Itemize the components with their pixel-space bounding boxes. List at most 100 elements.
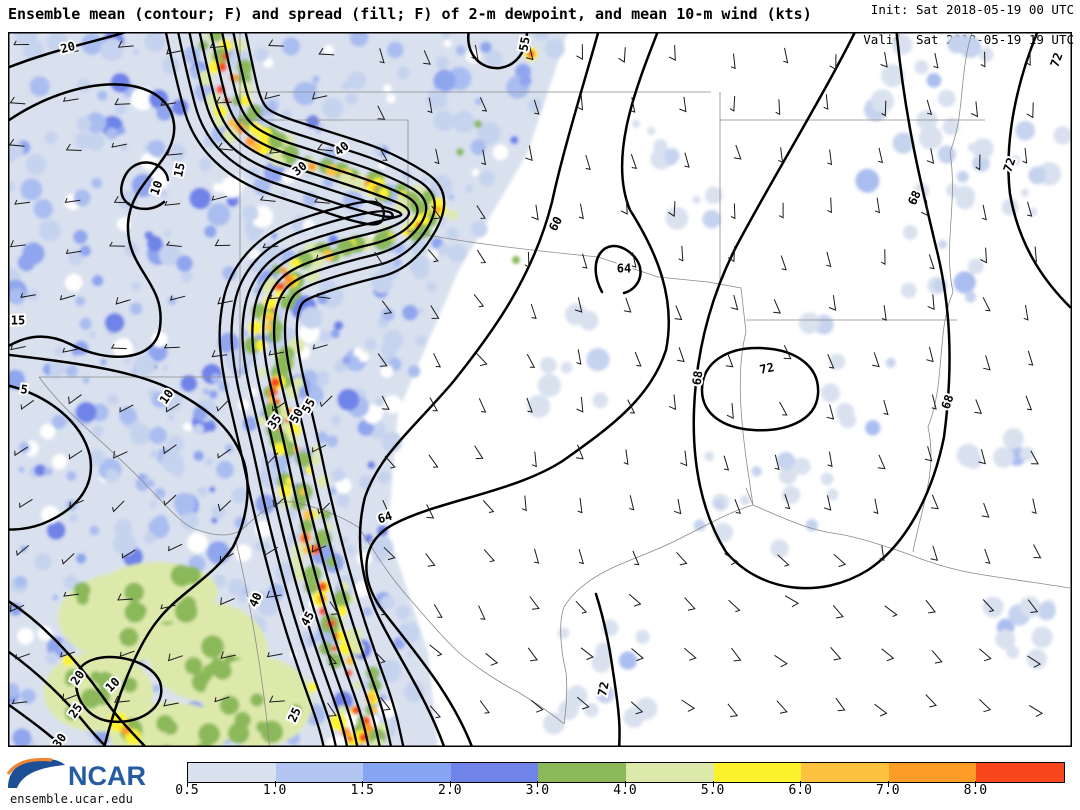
wind-barb (380, 697, 391, 711)
colorbar-segment (188, 763, 276, 782)
wind-barb (582, 253, 588, 269)
colorbar-segment (275, 763, 364, 782)
colorbar-tick-label: 0.5 (175, 783, 199, 798)
wind-barb (620, 198, 628, 215)
wind-barb (8, 138, 25, 147)
wind-barb (476, 249, 487, 264)
wind-barb (873, 498, 879, 515)
wind-barb (521, 495, 527, 512)
wind-barb (931, 494, 939, 510)
wind-barb (114, 98, 131, 106)
wind-barb (632, 550, 640, 566)
wind-barb (384, 455, 396, 469)
wind-barb (476, 205, 486, 219)
wind-barb (1026, 49, 1031, 66)
wind-barb (425, 553, 436, 567)
wind-barb (531, 204, 539, 221)
colorbar-segment (801, 763, 889, 782)
wind-barb (778, 202, 784, 219)
wind-barb (618, 47, 626, 63)
dryline-contour-bundle (164, 32, 446, 747)
wind-barb (832, 604, 844, 619)
wind-barb (827, 354, 835, 369)
wind-barb (628, 593, 642, 607)
wind-barb (872, 352, 880, 368)
wind-barb (167, 653, 183, 662)
wind-barb (268, 695, 285, 703)
contour-72-coast (594, 592, 621, 747)
wind-barb (423, 50, 431, 65)
map-container: 20 15 10 30 40 55 15 5 10 35 50 55 60 64 64 68 72 68 72 72 6… (8, 32, 1072, 747)
wind-barb (166, 403, 180, 413)
wind-barb (931, 394, 937, 410)
wind-barb (428, 454, 439, 468)
colorbar-tick-label: 8.0 (963, 783, 988, 798)
geography-borders-layer (38, 32, 1071, 747)
colorbar-tick (887, 781, 889, 787)
wind-barb (163, 699, 179, 707)
wind-barb (14, 199, 31, 205)
wind-barb (684, 597, 696, 611)
contour-60 (358, 32, 600, 747)
wind-barb (111, 500, 125, 513)
wind-barb (379, 48, 385, 64)
dryline-contour (198, 32, 411, 747)
wind-barb (726, 403, 734, 420)
wind-barb (62, 96, 79, 102)
wind-barb (119, 404, 134, 413)
wind-barb (110, 343, 127, 350)
colorbar-tick-label: 3.0 (525, 783, 550, 798)
wind-barb (166, 150, 183, 156)
wind-barb (1027, 350, 1034, 366)
colorbar-tick (975, 781, 977, 787)
louisiana-coastline (752, 504, 1071, 589)
wind-barb (1032, 246, 1037, 263)
wind-barb (576, 696, 590, 710)
wind-barb (924, 446, 933, 462)
wind-barb (881, 648, 895, 662)
wind-barb (119, 650, 135, 657)
wind-barb (163, 343, 180, 349)
wind-barb (13, 40, 30, 46)
wind-barb (881, 305, 887, 321)
wind-barb (429, 397, 439, 412)
wind-barb (630, 701, 644, 715)
wind-barb (269, 294, 286, 300)
colorbar-tick (712, 781, 714, 787)
colorbar-tick-label: 4.0 (613, 783, 637, 798)
contour-20 (8, 32, 130, 69)
wind-barb (978, 449, 987, 465)
wind-barb (730, 53, 736, 70)
wind-barb (883, 399, 889, 416)
wind-barb (383, 546, 396, 561)
wind-barb (928, 254, 935, 270)
wind-barb (833, 554, 847, 568)
wind-barb (315, 254, 332, 260)
wind-barb (121, 549, 136, 559)
wind-barb (730, 294, 739, 311)
wind-barb (829, 54, 837, 71)
wind-barb (729, 95, 736, 112)
wind-barb (62, 347, 78, 353)
wind-barb (630, 97, 636, 113)
wind-barb (933, 53, 939, 69)
wind-barb (780, 255, 787, 271)
wind-barb (774, 654, 788, 668)
colorbar-segment (625, 763, 714, 782)
wind-barb (377, 105, 386, 120)
wind-barb (163, 444, 177, 455)
wind-barb (10, 345, 26, 351)
contour-label: 72 (595, 680, 612, 697)
wind-barb (630, 153, 638, 169)
wind-barb (574, 297, 583, 313)
wind-barb (676, 551, 688, 566)
wind-barb (14, 446, 28, 457)
wind-barb (530, 303, 537, 320)
dryline-contour (176, 32, 394, 747)
wind-barb (673, 498, 682, 515)
wind-barb (317, 502, 331, 515)
wind-barb (377, 353, 388, 367)
contour-68 (692, 32, 951, 590)
wind-barb (381, 300, 393, 315)
wind-barb (576, 444, 584, 460)
